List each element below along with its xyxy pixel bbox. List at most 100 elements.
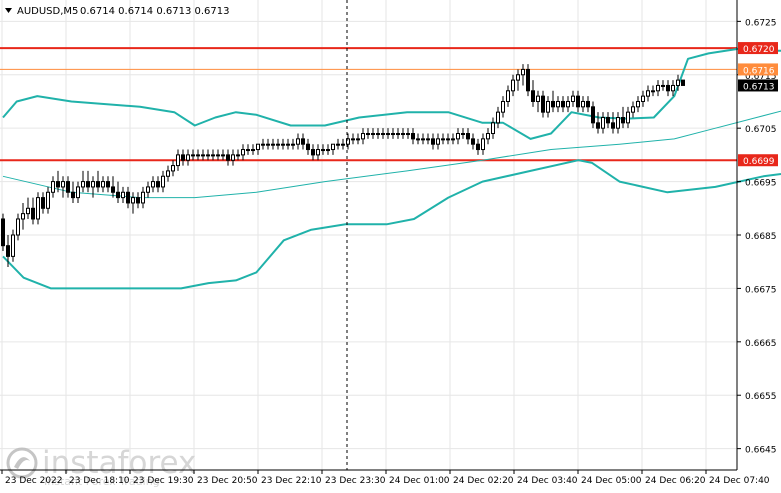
candle (186, 149, 190, 166)
candle-body (246, 149, 250, 152)
candle (1, 213, 5, 252)
candle (326, 144, 330, 155)
candle-body (146, 186, 150, 193)
candle (346, 133, 350, 150)
x-tick-label: 23 Dec 23:30 (325, 476, 386, 486)
candle-body (291, 143, 295, 146)
candle-body (256, 143, 260, 151)
candle-body (541, 95, 545, 113)
candle (451, 133, 455, 145)
candle-body (321, 149, 325, 152)
candle-body (471, 138, 475, 145)
candle-body (546, 100, 550, 113)
candle-body (611, 122, 615, 129)
candle (91, 176, 95, 198)
candle-body (36, 197, 40, 220)
candle (301, 133, 305, 150)
candle-body (586, 100, 590, 108)
x-tick-label: 23 Dec 19:30 (133, 476, 194, 486)
candle-body (481, 138, 485, 151)
candle-body (591, 106, 595, 124)
candle (361, 128, 365, 145)
candle (496, 106, 500, 129)
y-tick-label: 0.6645 (745, 446, 777, 456)
ohlc-values: 0.6714 0.6714 0.6713 0.6713 (80, 6, 230, 17)
candle-body (351, 138, 355, 141)
candle (546, 96, 550, 118)
candle-body (186, 154, 190, 161)
candle (601, 112, 605, 134)
x-tick-label: 23 Dec 20:50 (197, 476, 258, 486)
candle-body (21, 213, 25, 220)
candle (221, 149, 225, 161)
candle-body (411, 133, 415, 140)
candle (21, 202, 25, 230)
candle (226, 149, 230, 166)
candle (171, 160, 175, 177)
candle-body (311, 149, 315, 156)
x-tick-label: 24 Dec 03:40 (517, 476, 578, 486)
candle-body (621, 117, 625, 124)
current-level-label-text: 0.6716 (743, 66, 775, 76)
candle (516, 69, 520, 91)
candle-body (506, 90, 510, 102)
candle-body (121, 191, 125, 199)
candle (371, 128, 375, 139)
candle (321, 144, 325, 155)
candle-body (461, 133, 465, 136)
candle-body (221, 154, 225, 157)
symbol-dropdown-icon[interactable] (5, 8, 12, 13)
candle-body (421, 138, 425, 141)
candle-body (6, 245, 10, 257)
candle (251, 144, 255, 155)
candle-body (491, 122, 495, 135)
candle (566, 96, 570, 113)
candle (466, 128, 470, 145)
candle-body (56, 181, 60, 188)
candle-body (556, 100, 560, 108)
candle-body (496, 111, 500, 124)
candle-body (131, 197, 135, 204)
candle-body (646, 90, 650, 97)
candle-body (516, 74, 520, 81)
candle (11, 229, 15, 262)
candle (456, 128, 460, 145)
candle (506, 85, 510, 107)
candle (161, 170, 165, 193)
candle (216, 149, 220, 161)
candle (571, 90, 575, 107)
candle (446, 133, 450, 145)
candle (666, 80, 670, 97)
candle (646, 85, 650, 102)
candle (431, 133, 435, 150)
candle-body (666, 84, 670, 92)
candle (46, 186, 50, 214)
x-tick-label: 23 Dec 2022 (5, 476, 63, 486)
candle (441, 133, 445, 145)
candle (351, 133, 355, 145)
candle (356, 133, 360, 145)
current-level-label: 0.6716 (738, 63, 778, 76)
candle-body (656, 84, 660, 92)
candle (471, 133, 475, 150)
candle-body (571, 95, 575, 102)
candle-body (446, 138, 450, 141)
price-level-label-box (738, 42, 778, 55)
candle-body (436, 138, 440, 145)
bollinger-lower-line (2, 159, 781, 290)
y-tick-label: 0.6665 (745, 339, 777, 349)
x-tick-label: 24 Dec 02:20 (453, 476, 514, 486)
candle (26, 197, 30, 219)
x-tick-label: 23 Dec 22:10 (261, 476, 322, 486)
candle-body (391, 133, 395, 136)
candle (481, 133, 485, 155)
candle (271, 138, 275, 150)
candle (51, 176, 55, 198)
y-tick-label: 0.6695 (745, 179, 777, 189)
candle-body (236, 154, 240, 157)
candle (501, 96, 505, 118)
candle-body (501, 100, 505, 113)
